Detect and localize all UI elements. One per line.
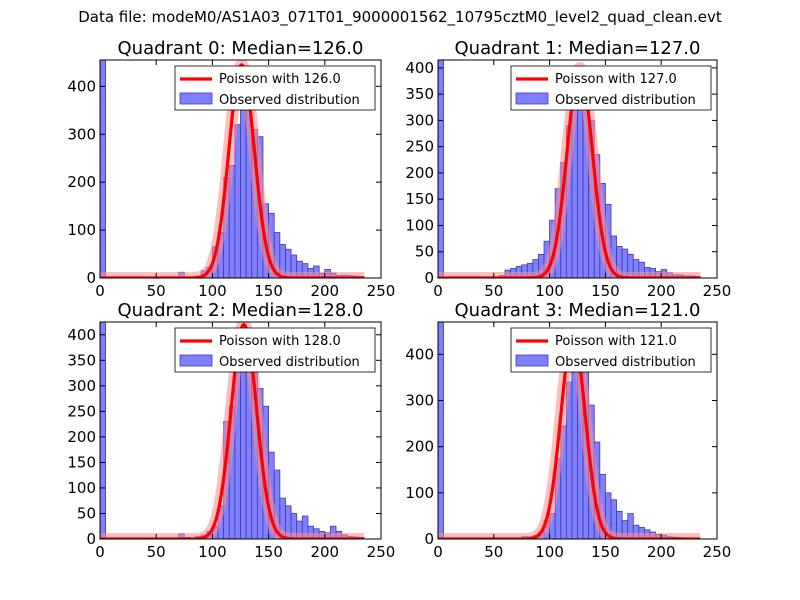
legend: Poisson with 126.0 Observed distribution [174, 65, 376, 111]
legend-bar-swatch [515, 92, 549, 105]
y-tick-label: 100 [405, 484, 434, 502]
legend-line-label: Poisson with 121.0 [555, 334, 677, 349]
histogram-bar [234, 124, 241, 278]
x-tick-label: 100 [535, 282, 564, 300]
y-tick-label: 400 [405, 59, 434, 77]
poisson-line [100, 322, 365, 539]
quadrant-title: Quadrant 2: Median=128.0 [118, 300, 364, 321]
legend-line-label: Poisson with 127.0 [555, 72, 677, 87]
y-tick-label: 0 [86, 530, 96, 548]
y-tick-label: 200 [67, 173, 96, 191]
legend-bar-label: Observed distribution [555, 355, 696, 370]
quadrant-3-panel: 0 50 100 150 200 250 0 100 200 300 400 Quadrant 3: … [405, 300, 731, 561]
legend: Poisson with 121.0 Observed distribution [510, 327, 712, 373]
x-tick-label: 0 [433, 282, 443, 300]
x-tick-label: 250 [367, 543, 396, 561]
y-tick-label: 50 [77, 504, 96, 522]
y-tick-label: 100 [67, 221, 96, 239]
y-tick-label: 350 [67, 351, 96, 369]
poisson-line [438, 66, 701, 278]
legend-bar-label: Observed distribution [555, 93, 696, 108]
x-tick-label: 50 [147, 543, 166, 561]
x-tick-label: 200 [310, 282, 339, 300]
legend: Poisson with 127.0 Observed distribution [510, 65, 712, 111]
legend-bar-swatch [515, 354, 549, 367]
y-tick-label: 100 [405, 216, 434, 234]
axes-frame [99, 59, 382, 279]
y-tick-label: 250 [67, 402, 96, 420]
x-tick-label: 150 [254, 282, 283, 300]
y-tick-label: 50 [415, 243, 434, 261]
x-tick-label: 250 [703, 282, 732, 300]
histogram-bar [438, 322, 444, 539]
y-tick-label: 300 [67, 377, 96, 395]
y-tick-label: 400 [67, 77, 96, 95]
x-tick-label: 150 [254, 543, 283, 561]
histogram-bar [438, 60, 444, 278]
legend-bar-label: Observed distribution [219, 355, 360, 370]
axes-frame [437, 321, 718, 540]
x-tick-label: 100 [198, 543, 227, 561]
axes-frame [99, 321, 382, 540]
quadrant-2-panel: 0 50 100 150 200 250 0 50 100 150 200 250 300 350 400 Q… [67, 300, 395, 561]
y-tick-label: 150 [405, 190, 434, 208]
x-tick-label: 50 [484, 543, 503, 561]
poisson-line [100, 63, 365, 278]
y-tick-label: 300 [67, 125, 96, 143]
legend-bar-label: Observed distribution [219, 93, 360, 108]
y-tick-label: 400 [67, 326, 96, 344]
legend-bar-swatch [179, 92, 213, 105]
y-tick-label: 200 [67, 428, 96, 446]
legend: Poisson with 128.0 Observed distribution [174, 327, 376, 373]
x-tick-label: 50 [484, 282, 503, 300]
x-tick-label: 200 [647, 543, 676, 561]
quadrant-1-plot-area [438, 60, 706, 278]
x-tick-label: 200 [647, 282, 676, 300]
y-tick-label: 100 [67, 479, 96, 497]
x-tick-label: 0 [95, 543, 105, 561]
histogram-bar [100, 322, 107, 539]
legend-line-label: Poisson with 126.0 [219, 72, 341, 87]
quadrant-title: Quadrant 1: Median=127.0 [455, 38, 701, 59]
x-tick-label: 50 [147, 282, 166, 300]
x-tick-label: 250 [367, 282, 396, 300]
y-tick-label: 300 [405, 391, 434, 409]
x-tick-label: 150 [591, 282, 620, 300]
y-tick-label: 0 [424, 530, 434, 548]
quadrant-2-plot-area [100, 322, 370, 539]
quadrant-0-plot-area [100, 60, 370, 278]
y-tick-label: 200 [405, 438, 434, 456]
y-tick-label: 350 [405, 85, 434, 103]
quadrant-1-panel: 0 50 100 150 200 250 0 50 100 150 200 250 300 350 400 Q… [405, 38, 731, 300]
y-tick-label: 0 [86, 269, 96, 287]
figure-title: Data file: modeM0/AS1A03_071T01_90000015… [78, 8, 722, 26]
quadrant-title: Quadrant 3: Median=121.0 [455, 300, 701, 321]
quadrant-0-panel: 0 50 100 150 200 250 0 100 200 300 400 Quadrant 0: … [67, 38, 395, 300]
x-tick-label: 0 [433, 543, 443, 561]
histogram-bar [577, 85, 584, 278]
axes-frame [437, 59, 718, 279]
y-tick-label: 250 [405, 138, 434, 156]
y-tick-label: 150 [67, 453, 96, 471]
x-tick-label: 100 [535, 543, 564, 561]
legend-bar-swatch [179, 354, 213, 367]
x-tick-label: 250 [703, 543, 732, 561]
x-tick-label: 100 [198, 282, 227, 300]
x-tick-label: 150 [591, 543, 620, 561]
y-tick-label: 300 [405, 111, 434, 129]
y-tick-label: 400 [405, 345, 434, 363]
y-tick-label: 0 [424, 269, 434, 287]
quadrant-title: Quadrant 0: Median=126.0 [118, 38, 364, 59]
y-tick-label: 200 [405, 164, 434, 182]
histogram-bar [100, 60, 107, 278]
x-tick-label: 0 [95, 282, 105, 300]
x-tick-label: 200 [310, 543, 339, 561]
legend-line-label: Poisson with 128.0 [219, 334, 341, 349]
